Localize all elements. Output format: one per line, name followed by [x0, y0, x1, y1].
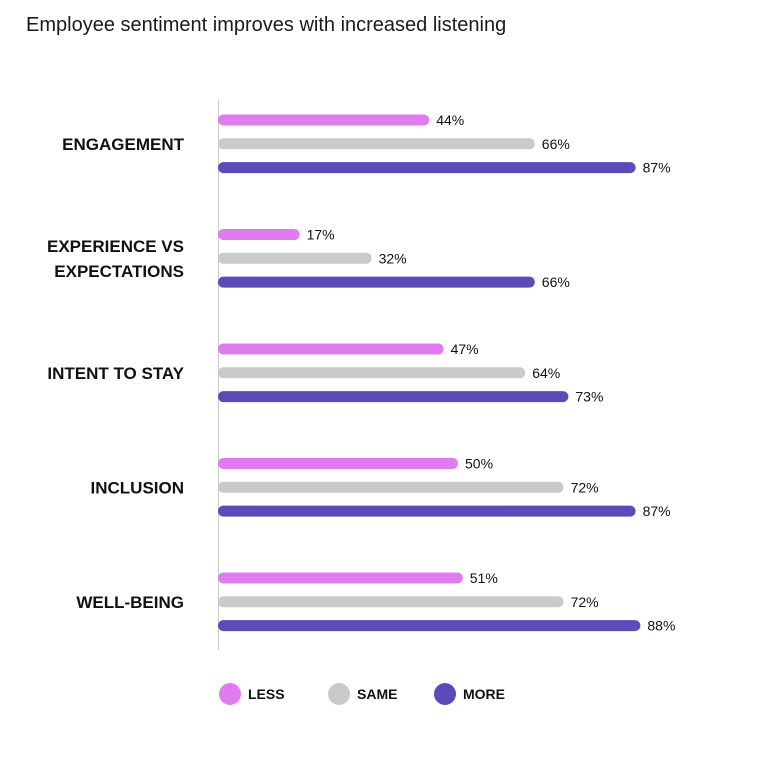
data-label: 50%	[465, 456, 493, 472]
category-label: WELL-BEING	[76, 593, 184, 612]
data-label: 64%	[532, 365, 560, 381]
chart-title: Employee sentiment improves with increas…	[26, 14, 507, 36]
data-label: 32%	[379, 250, 407, 266]
data-label: 66%	[542, 274, 570, 290]
data-label: 88%	[647, 618, 675, 634]
data-label: 72%	[571, 594, 599, 610]
legend-label-less: LESS	[248, 686, 285, 702]
data-label: 66%	[542, 136, 570, 152]
category-label: INTENT TO STAY	[47, 364, 184, 383]
bar-less	[218, 458, 458, 469]
legend-swatch-same	[328, 683, 350, 705]
data-label: 17%	[307, 227, 335, 243]
data-label: 73%	[575, 389, 603, 405]
bar-same	[218, 481, 564, 493]
data-label: 87%	[643, 503, 671, 519]
legend-swatch-less	[219, 683, 241, 705]
category-label: EXPERIENCE VS EXPECTATIONS	[47, 237, 184, 281]
bar-same	[218, 596, 564, 608]
legend-swatch-more	[434, 683, 456, 705]
bar-less	[218, 114, 430, 126]
legend-label-more: MORE	[463, 686, 505, 702]
category-label: ENGAGEMENT	[62, 135, 184, 154]
bar-more	[218, 162, 636, 174]
bar-less	[218, 229, 300, 240]
data-label: 47%	[451, 341, 479, 357]
data-label: 72%	[571, 479, 599, 495]
bar-same	[218, 252, 372, 264]
data-label: 44%	[436, 112, 464, 128]
data-label: 51%	[470, 570, 498, 586]
bar-more	[218, 276, 535, 288]
bar-same	[218, 367, 526, 379]
data-label: 87%	[643, 160, 671, 176]
legend-label-same: SAME	[357, 686, 397, 702]
bar-less	[218, 572, 463, 584]
bar-same	[218, 138, 535, 150]
bar-more	[218, 620, 641, 632]
bar-less	[218, 343, 444, 355]
bar-more	[218, 391, 569, 403]
bar-more	[218, 505, 636, 517]
category-label: INCLUSION	[91, 478, 185, 497]
